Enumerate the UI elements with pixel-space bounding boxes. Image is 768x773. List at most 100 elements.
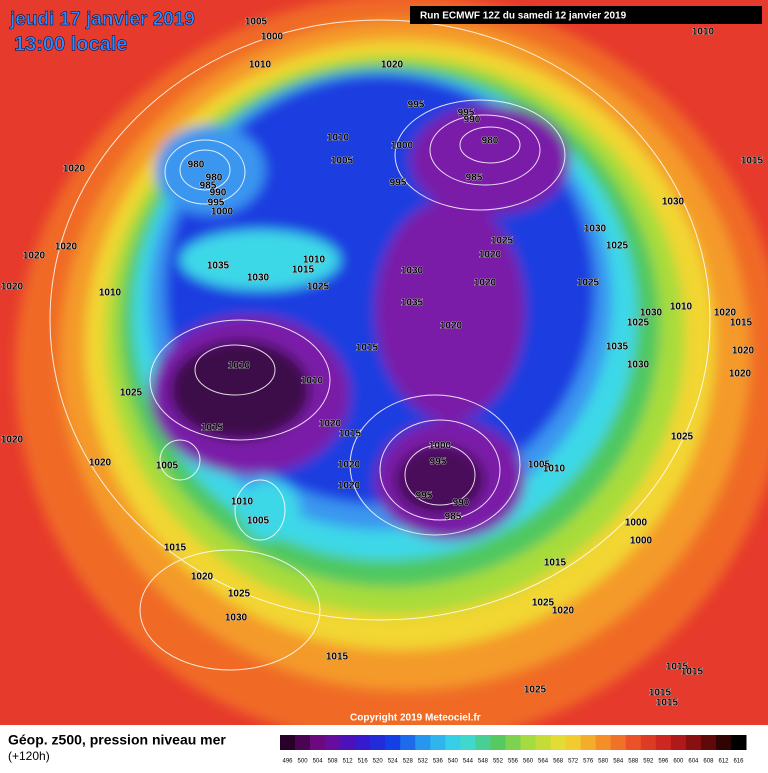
isobar-label: 995 bbox=[458, 108, 475, 119]
colorbar-cell bbox=[535, 735, 552, 750]
colorbar-label: 508 bbox=[328, 759, 339, 765]
colorbar-cell bbox=[730, 735, 747, 750]
isobar-label: 1020 bbox=[474, 278, 497, 289]
colorbar-label: 540 bbox=[448, 759, 459, 765]
colorbar-label: 592 bbox=[643, 759, 654, 765]
isobar-label: 1025 bbox=[307, 282, 330, 293]
isobar-label: 980 bbox=[188, 160, 205, 171]
isobar-label: 1000 bbox=[625, 518, 648, 529]
colorbar-cell bbox=[460, 735, 476, 750]
run-info: Run ECMWF 12Z du samedi 12 janvier 2019 bbox=[420, 11, 627, 22]
colorbar-cell bbox=[400, 735, 416, 750]
isobar-label: 1005 bbox=[245, 17, 268, 28]
colorbar-cell bbox=[550, 735, 567, 750]
isobar-label: 1000 bbox=[391, 141, 414, 152]
colorbar-label: 588 bbox=[628, 759, 639, 765]
isobar-label: 1025 bbox=[524, 685, 547, 696]
isobar-label: 1000 bbox=[211, 207, 234, 218]
colorbar-cell bbox=[580, 735, 597, 750]
isobar-label: 1030 bbox=[584, 224, 607, 235]
isobar-label: 1020 bbox=[552, 606, 575, 617]
colorbar-cell bbox=[655, 735, 672, 750]
isobar-label: 1010 bbox=[249, 60, 272, 71]
colorbar-label: 616 bbox=[733, 759, 744, 765]
isobar-label: 1020 bbox=[479, 250, 502, 261]
colorbar-cell bbox=[355, 735, 371, 750]
isobar-label: 1020 bbox=[714, 308, 737, 319]
isobar-label: 1030 bbox=[627, 360, 650, 371]
isobar-label: 1010 bbox=[670, 302, 693, 313]
isobar-label: 1020 bbox=[89, 458, 112, 469]
colorbar-cell bbox=[310, 735, 326, 750]
isobar-label: 1005 bbox=[331, 156, 354, 167]
isobar-label: 1025 bbox=[120, 388, 143, 399]
isobar-label: 1010 bbox=[231, 497, 254, 508]
isobar-label: 1010 bbox=[692, 27, 715, 38]
colorbar-cell bbox=[565, 735, 582, 750]
colorbar-label: 548 bbox=[478, 759, 489, 765]
colorbar-label: 584 bbox=[613, 759, 624, 765]
isobar-label: 1020 bbox=[23, 251, 46, 262]
isobar-label: 995 bbox=[430, 457, 447, 468]
colorbar-cell bbox=[415, 735, 431, 750]
colorbar-label: 572 bbox=[568, 759, 579, 765]
isobar-label: 985 bbox=[200, 181, 217, 192]
isobar-label: 1030 bbox=[247, 273, 270, 284]
colorbar-label: 496 bbox=[283, 759, 294, 765]
colorbar-cell bbox=[670, 735, 687, 750]
isobar-label: 1025 bbox=[532, 598, 555, 609]
colorbar-cell bbox=[595, 735, 612, 750]
local-time: 13:00 locale bbox=[14, 33, 127, 55]
isobar-label: 1025 bbox=[627, 318, 650, 329]
isobar-label: 1010 bbox=[228, 361, 251, 372]
isobar-label: 1000 bbox=[429, 441, 452, 452]
isobar-label: 1010 bbox=[303, 255, 326, 266]
colorbar-cell bbox=[280, 735, 296, 750]
isobar-label: 1015 bbox=[741, 156, 764, 167]
isobar-label: 1020 bbox=[729, 369, 752, 380]
colorbar-cell bbox=[685, 735, 702, 750]
colorbar-label: 604 bbox=[688, 759, 699, 765]
colorbar-label: 528 bbox=[403, 759, 414, 765]
isobar-label: 1000 bbox=[630, 536, 653, 547]
isobar-label: 1030 bbox=[401, 266, 424, 277]
isobar-label: 1015 bbox=[326, 652, 349, 663]
isobars bbox=[49, 19, 711, 671]
colorbar-label: 576 bbox=[583, 759, 594, 765]
isobar-label: 1010 bbox=[301, 376, 324, 387]
copyright: Copyright 2019 Meteociel.fr bbox=[350, 713, 481, 724]
colorbar-label: 516 bbox=[358, 759, 369, 765]
colorbar-cell bbox=[340, 735, 356, 750]
isobar-label: 1015 bbox=[356, 343, 379, 354]
colorbar-label: 520 bbox=[373, 759, 384, 765]
isobar-label: 1020 bbox=[338, 460, 361, 471]
isobar-label: 995 bbox=[208, 198, 225, 209]
isobar-label: 995 bbox=[408, 100, 425, 111]
isobar-label: 1020 bbox=[191, 572, 214, 583]
isobar-label: 1000 bbox=[261, 32, 284, 43]
isobar-label: 1015 bbox=[730, 318, 753, 329]
isobar-label: 1025 bbox=[577, 278, 600, 289]
isobar-label: 1015 bbox=[201, 423, 224, 434]
isobar-label: 1005 bbox=[528, 460, 551, 471]
isobar-label: 990 bbox=[464, 115, 481, 126]
isobar-label: 1010 bbox=[543, 464, 566, 475]
colorbar-cell bbox=[430, 735, 446, 750]
isobar-label: 1020 bbox=[338, 481, 361, 492]
isobar-label: 1030 bbox=[662, 197, 685, 208]
isobar-label: 985 bbox=[466, 173, 483, 184]
colorbar-cell bbox=[715, 735, 732, 750]
isobar-label: 1030 bbox=[640, 308, 663, 319]
colorbar-label: 532 bbox=[418, 759, 429, 765]
isobar-label: 1005 bbox=[156, 461, 179, 472]
colorbar-cell bbox=[325, 735, 341, 750]
colorbar-cell bbox=[295, 735, 311, 750]
colorbar-label: 600 bbox=[673, 759, 684, 765]
colorbar-label: 612 bbox=[718, 759, 729, 765]
colorbar-label: 552 bbox=[493, 759, 504, 765]
isobar-label: 1025 bbox=[491, 236, 514, 247]
isobar-label: 1020 bbox=[440, 321, 463, 332]
field-name: Géop. z500, pression niveau mer bbox=[8, 732, 226, 748]
colorbar-label: 580 bbox=[598, 759, 609, 765]
colorbar-cell bbox=[700, 735, 717, 750]
